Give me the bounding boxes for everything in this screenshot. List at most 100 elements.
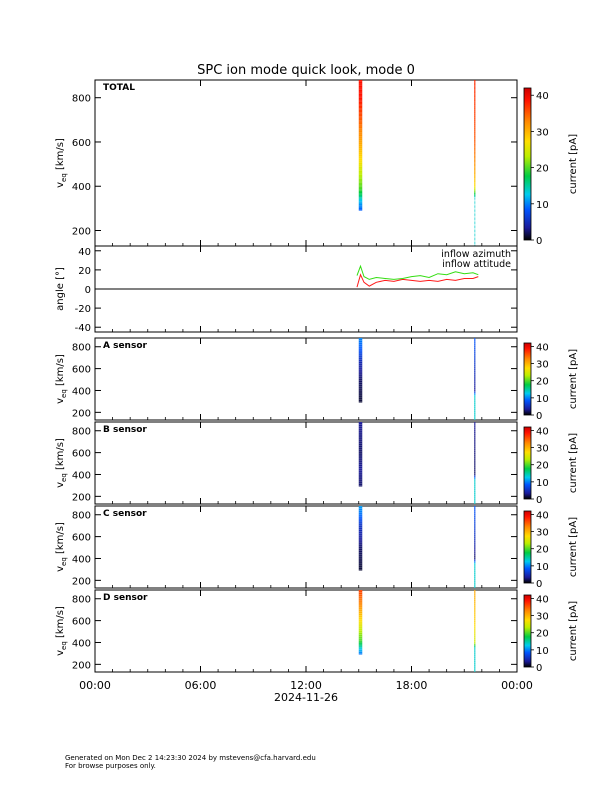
heatmap-cell bbox=[474, 347, 476, 348]
heatmap-cell bbox=[474, 572, 476, 574]
heatmap-cell bbox=[474, 652, 476, 654]
heatmap-cell bbox=[358, 427, 363, 429]
heatmap-cell bbox=[358, 545, 363, 547]
heatmap-cell bbox=[474, 467, 476, 468]
heatmap-cell bbox=[358, 609, 363, 610]
heatmap-cell bbox=[358, 516, 363, 517]
heatmap-cell bbox=[358, 642, 363, 643]
heatmap-cell bbox=[358, 391, 363, 393]
heatmap-cell bbox=[358, 484, 363, 486]
total-y-axis-label: veq [km/s] bbox=[55, 138, 68, 188]
heatmap-cell bbox=[474, 630, 476, 631]
heatmap-cell bbox=[474, 546, 476, 547]
heatmap-cell bbox=[474, 352, 476, 354]
y-tick-label: 200 bbox=[72, 660, 91, 671]
heatmap-cell bbox=[474, 429, 476, 431]
heatmap-cell bbox=[358, 630, 363, 632]
heatmap-cell bbox=[474, 379, 476, 381]
heatmap-cell bbox=[358, 461, 363, 463]
heatmap-cell bbox=[358, 561, 363, 563]
heatmap-cell bbox=[474, 468, 476, 470]
heatmap-cell bbox=[474, 542, 476, 543]
heatmap-cell bbox=[358, 601, 363, 603]
heatmap-cell bbox=[358, 622, 363, 624]
heatmap-cell bbox=[474, 243, 476, 244]
heatmap-cell bbox=[358, 439, 363, 440]
heatmap-cell bbox=[474, 627, 476, 629]
heatmap-cell bbox=[358, 619, 363, 620]
heatmap-cell bbox=[358, 185, 363, 187]
colorbar-tick-label: 30 bbox=[536, 612, 549, 623]
heatmap-cell bbox=[358, 365, 363, 366]
heatmap-cell bbox=[358, 107, 363, 109]
heatmap-cell bbox=[474, 82, 476, 84]
heatmap-cell bbox=[474, 113, 476, 115]
heatmap-cell bbox=[358, 462, 363, 463]
heatmap-cell bbox=[358, 428, 363, 430]
heatmap-cell bbox=[474, 554, 476, 556]
heatmap-cell bbox=[358, 477, 363, 479]
heatmap-cell bbox=[358, 566, 363, 568]
heatmap-cell bbox=[474, 524, 476, 526]
heatmap-cell bbox=[474, 645, 476, 646]
heatmap-cell bbox=[358, 377, 363, 379]
heatmap-cell bbox=[474, 460, 476, 461]
heatmap-cell bbox=[474, 219, 476, 221]
colorbar-tick-label: 30 bbox=[536, 360, 549, 371]
heatmap-cell bbox=[474, 228, 476, 230]
heatmap-cell bbox=[474, 618, 476, 619]
heatmap-cell bbox=[474, 517, 476, 519]
heatmap-cell bbox=[474, 658, 476, 659]
heatmap-cell bbox=[474, 356, 476, 358]
heatmap-cell bbox=[474, 462, 476, 464]
heatmap-cell bbox=[474, 607, 476, 609]
heatmap-cell bbox=[358, 563, 363, 564]
heatmap-cell bbox=[358, 464, 363, 466]
heatmap-cell bbox=[474, 555, 476, 557]
heatmap-cell bbox=[474, 635, 476, 637]
heatmap-cell bbox=[358, 153, 363, 155]
heatmap-cell bbox=[358, 540, 363, 541]
c-sensor-colorbar-label: current [pA] bbox=[568, 517, 579, 577]
heatmap-cell bbox=[474, 224, 476, 226]
colorbar-tick-label: 10 bbox=[536, 562, 549, 573]
heatmap-cell bbox=[358, 638, 363, 639]
a-sensor-plot-frame bbox=[94, 337, 518, 421]
y-tick-label: 800 bbox=[72, 94, 91, 105]
figure-title: SPC ion mode quick look, mode 0 bbox=[197, 63, 415, 78]
heatmap-cell bbox=[474, 210, 476, 211]
heatmap-cell bbox=[474, 182, 476, 184]
heatmap-cell bbox=[358, 130, 363, 133]
heatmap-cell bbox=[474, 534, 476, 536]
heatmap-cell bbox=[474, 408, 476, 410]
heatmap-cell bbox=[474, 411, 476, 413]
heatmap-cell bbox=[358, 104, 363, 106]
heatmap-cell bbox=[474, 530, 476, 532]
heatmap-cell bbox=[358, 369, 363, 370]
heatmap-cell bbox=[474, 341, 476, 342]
heatmap-cell bbox=[358, 458, 363, 459]
heatmap-cell bbox=[358, 624, 363, 625]
heatmap-cell bbox=[474, 515, 476, 516]
heatmap-cell bbox=[358, 443, 363, 445]
heatmap-cell bbox=[474, 615, 476, 617]
heatmap-cell bbox=[474, 470, 476, 472]
heatmap-cell bbox=[358, 592, 363, 594]
heatmap-cell bbox=[358, 371, 363, 372]
heatmap-cell bbox=[358, 639, 363, 641]
heatmap-cell bbox=[358, 382, 363, 384]
heatmap-cell bbox=[474, 498, 476, 499]
heatmap-cell bbox=[474, 130, 476, 132]
heatmap-cell bbox=[474, 220, 476, 222]
heatmap-cell bbox=[474, 531, 476, 533]
heatmap-cell bbox=[474, 415, 476, 417]
heatmap-cell bbox=[474, 538, 476, 539]
b-sensor-panel: 200 400 600 800 B sensor veq [km/s] 0 10 20 30… bbox=[55, 421, 579, 506]
heatmap-cell bbox=[474, 186, 476, 188]
heatmap-cell bbox=[474, 343, 476, 345]
heatmap-cell bbox=[474, 565, 476, 567]
b-sensor-label: B sensor bbox=[103, 425, 147, 435]
c-sensor-plot-frame bbox=[94, 505, 518, 589]
heatmap-cell bbox=[358, 610, 363, 612]
heatmap-cell bbox=[358, 205, 363, 207]
